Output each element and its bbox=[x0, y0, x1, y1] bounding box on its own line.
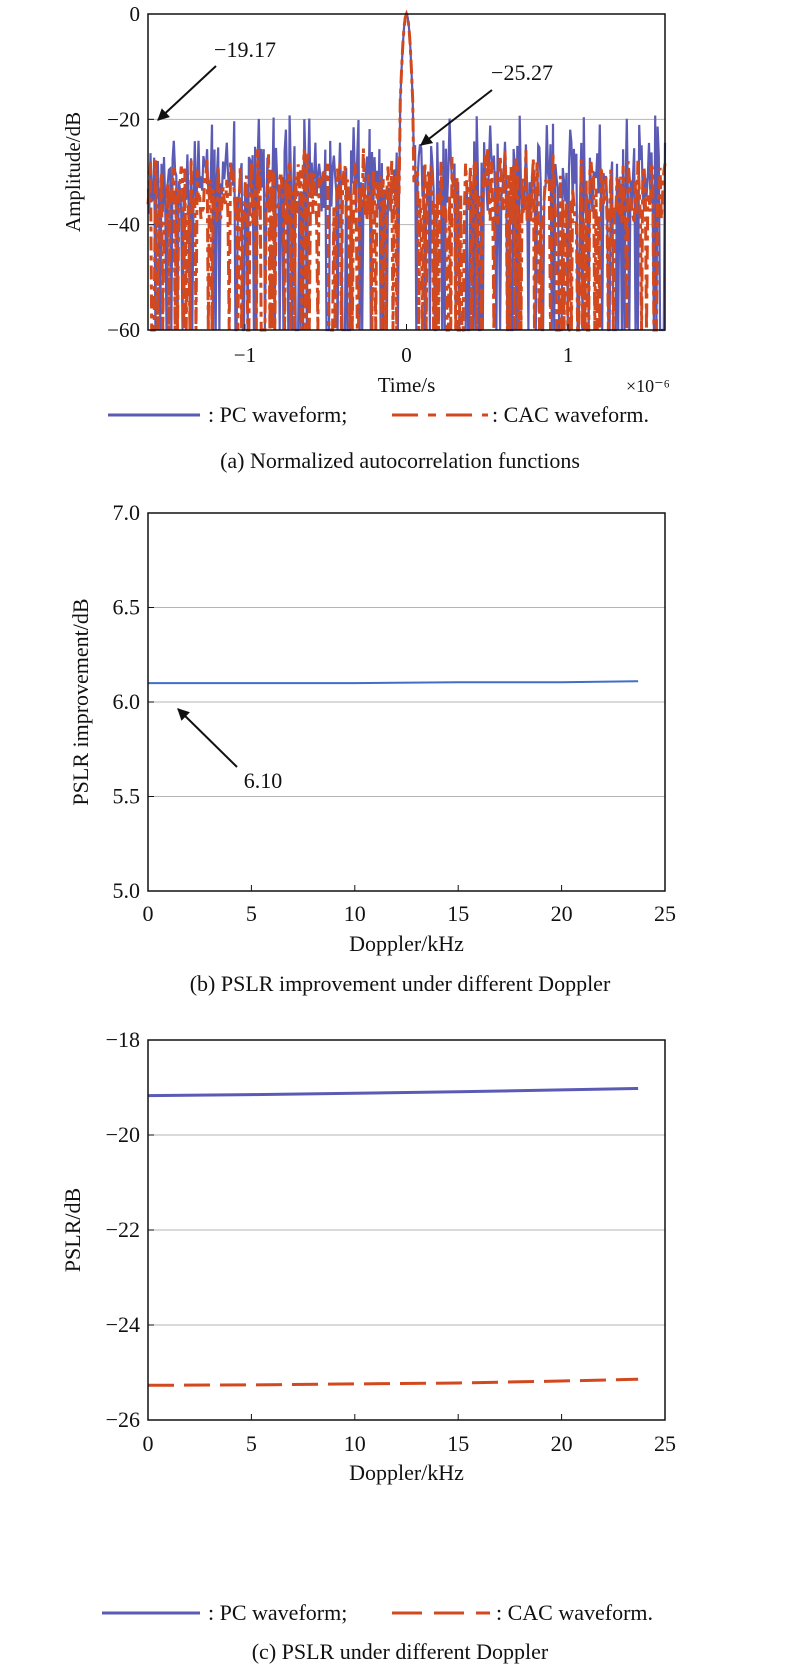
x-axis-label: Time/s bbox=[378, 373, 436, 397]
x-axis-label: Doppler/kHz bbox=[349, 931, 464, 956]
legend-label: : CAC waveform. bbox=[496, 1600, 653, 1625]
chart-c: 0 5 10 15 20 25 −18 −20 −22 −24 −26 Doppler/kHz PSLR… bbox=[60, 1027, 676, 1664]
y-tick-label: 5.0 bbox=[113, 878, 141, 903]
series-line-pslr-improvement bbox=[148, 680, 639, 685]
x-tick-label: 15 bbox=[447, 1431, 469, 1456]
series-line-pc-waveform bbox=[147, 1087, 639, 1098]
annotation-label: 6.10 bbox=[244, 768, 283, 793]
y-axis-label: PSLR/dB bbox=[60, 1188, 85, 1272]
y-tick-label: −22 bbox=[106, 1217, 140, 1242]
legend-label: : CAC waveform. bbox=[492, 402, 649, 427]
series-line-cac-waveform bbox=[147, 1377, 639, 1387]
y-axis-label: PSLR improvement/dB bbox=[68, 598, 93, 805]
y-axis-label: Amplitude/dB bbox=[61, 112, 85, 232]
y-tick-label: 7.0 bbox=[113, 500, 141, 525]
x-tick-label: 25 bbox=[654, 1431, 676, 1456]
annotation-arrow bbox=[420, 89, 493, 146]
y-tick-label: 0 bbox=[130, 2, 141, 26]
x-tick-label: 1 bbox=[563, 343, 574, 367]
x-tick-label: 5 bbox=[246, 901, 257, 926]
annotation-label: −19.17 bbox=[214, 37, 276, 62]
y-tick-label: 6.0 bbox=[113, 689, 141, 714]
annotation-label: −25.27 bbox=[491, 60, 553, 85]
legend: : PC waveform; : CAC waveform. bbox=[102, 1600, 653, 1625]
annotation-arrow bbox=[177, 708, 238, 768]
x-tick-label: 0 bbox=[143, 901, 154, 926]
y-tick-label: −40 bbox=[107, 213, 140, 237]
figure-caption: (b) PSLR improvement under different Dop… bbox=[190, 971, 611, 996]
y-tick-label: −24 bbox=[106, 1312, 140, 1337]
x-tick-label: 0 bbox=[401, 343, 412, 367]
x-tick-label: 15 bbox=[447, 901, 469, 926]
figure-caption: (c) PSLR under different Doppler bbox=[252, 1639, 549, 1664]
x-tick-label: 20 bbox=[551, 1431, 573, 1456]
chart-b: 0 5 10 15 20 25 5.0 5.5 6.0 6.5 7.0 Doppler/kHz PSLR… bbox=[68, 500, 676, 996]
legend-label: : PC waveform; bbox=[208, 1600, 347, 1625]
legend: : PC waveform; : CAC waveform. bbox=[108, 402, 649, 427]
x-tick-label: 0 bbox=[143, 1431, 154, 1456]
y-tick-label: −20 bbox=[107, 107, 140, 131]
chart-a: −1 0 1 0 −20 −40 −60 Time/s Amplitude/dB ×10⁻⁶ (a)… bbox=[61, 2, 670, 473]
x-axis-label: Doppler/kHz bbox=[349, 1460, 464, 1485]
x-tick-label: 5 bbox=[246, 1431, 257, 1456]
figure-caption: (a) Normalized autocorrelation functions bbox=[220, 448, 580, 473]
y-tick-label: 6.5 bbox=[113, 595, 141, 620]
y-tick-label: −26 bbox=[106, 1407, 140, 1432]
legend-label: : PC waveform; bbox=[208, 402, 347, 427]
x-tick-label: −1 bbox=[234, 343, 256, 367]
y-tick-label: −20 bbox=[106, 1122, 140, 1147]
x-tick-label: 25 bbox=[654, 901, 676, 926]
y-tick-label: 5.5 bbox=[113, 784, 141, 809]
annotation-arrow bbox=[157, 65, 217, 121]
y-tick-label: −60 bbox=[107, 318, 140, 342]
x-tick-label: 10 bbox=[344, 901, 366, 926]
x-multiplier: ×10⁻⁶ bbox=[626, 376, 670, 396]
x-tick-label: 20 bbox=[551, 901, 573, 926]
x-tick-label: 10 bbox=[344, 1431, 366, 1456]
y-tick-label: −18 bbox=[106, 1027, 140, 1052]
